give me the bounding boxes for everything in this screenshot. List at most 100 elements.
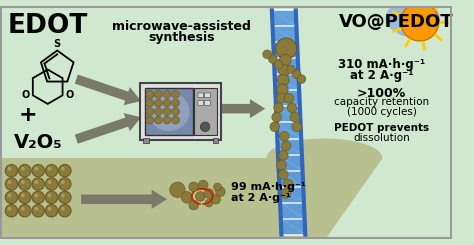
Circle shape [287,103,297,112]
Text: synthesis: synthesis [148,31,215,44]
Text: capacity retention: capacity retention [334,97,429,107]
Circle shape [21,167,25,171]
Circle shape [34,194,38,197]
Circle shape [269,55,277,63]
Circle shape [34,180,38,184]
Circle shape [146,108,154,115]
Circle shape [172,91,179,98]
Circle shape [181,192,193,203]
Circle shape [61,167,65,171]
Bar [0,158,324,239]
Circle shape [48,180,52,184]
Circle shape [32,191,45,204]
FancyBboxPatch shape [198,100,204,105]
Circle shape [290,112,300,122]
Polygon shape [81,190,167,209]
Circle shape [274,61,283,69]
Bar [143,138,149,143]
Circle shape [8,207,11,211]
Circle shape [155,108,162,115]
Circle shape [18,205,31,217]
Circle shape [201,122,210,132]
Circle shape [280,54,291,66]
Circle shape [46,205,58,217]
Polygon shape [272,10,305,235]
Circle shape [59,164,71,177]
Circle shape [155,99,162,107]
Circle shape [277,93,286,103]
Circle shape [282,189,291,198]
Circle shape [18,191,31,204]
Circle shape [61,207,65,211]
Text: O: O [65,90,73,100]
Circle shape [282,141,291,151]
Circle shape [277,160,286,170]
Circle shape [155,91,162,98]
Circle shape [397,0,428,29]
Circle shape [32,164,45,177]
Text: 99 mA·h·g⁻¹: 99 mA·h·g⁻¹ [231,182,306,192]
Circle shape [277,84,288,95]
Circle shape [278,74,289,86]
FancyBboxPatch shape [198,93,204,98]
Circle shape [204,189,214,198]
Circle shape [172,99,179,107]
Circle shape [401,3,439,41]
Circle shape [279,151,288,160]
Circle shape [32,205,45,217]
Circle shape [280,132,289,141]
Circle shape [385,5,412,31]
Text: at 2 A·g⁻¹: at 2 A·g⁻¹ [231,193,291,203]
Circle shape [46,164,58,177]
Circle shape [287,65,295,74]
Ellipse shape [148,92,190,131]
Circle shape [8,180,11,184]
Circle shape [163,116,171,124]
FancyBboxPatch shape [205,93,210,98]
Circle shape [292,70,301,79]
Circle shape [284,93,294,103]
Circle shape [283,179,293,189]
Circle shape [5,191,18,204]
Circle shape [146,91,154,98]
Circle shape [170,182,185,197]
Circle shape [211,195,220,204]
FancyBboxPatch shape [205,100,210,105]
Circle shape [172,108,179,115]
Circle shape [199,180,208,190]
Circle shape [163,91,171,98]
FancyBboxPatch shape [194,88,217,135]
Circle shape [46,178,58,190]
FancyBboxPatch shape [145,88,193,135]
Circle shape [146,116,154,124]
FancyBboxPatch shape [140,83,221,140]
Text: V₂O₅: V₂O₅ [14,133,63,151]
Text: at 2 A·g⁻¹: at 2 A·g⁻¹ [350,69,413,82]
Text: +: + [19,105,38,125]
Text: (1000 cycles): (1000 cycles) [346,107,417,117]
Circle shape [272,112,282,122]
Circle shape [409,12,434,37]
Polygon shape [75,113,141,144]
Circle shape [394,13,417,36]
Circle shape [46,191,58,204]
Circle shape [279,65,290,76]
Circle shape [8,194,11,197]
Circle shape [214,183,221,191]
Circle shape [48,194,52,197]
Circle shape [415,6,440,30]
Text: PEDOT prevents: PEDOT prevents [334,123,429,133]
Circle shape [48,167,52,171]
Text: dissolution: dissolution [353,133,410,143]
Circle shape [216,187,225,196]
Circle shape [21,194,25,197]
Circle shape [274,103,283,112]
Circle shape [59,205,71,217]
Circle shape [18,164,31,177]
Circle shape [189,182,199,192]
Text: O: O [22,90,30,100]
Circle shape [61,194,65,197]
Circle shape [5,205,18,217]
Circle shape [18,178,31,190]
Circle shape [59,191,71,204]
